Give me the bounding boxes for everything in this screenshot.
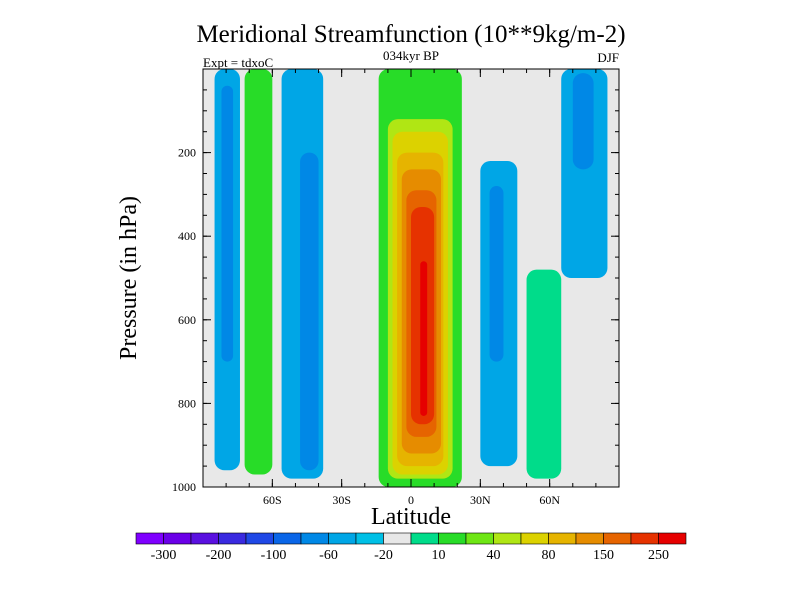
colorbar-bin (575, 532, 604, 545)
colorbar-label: 40 (487, 548, 501, 563)
y-tick-label: 1000 (172, 480, 196, 494)
colorbar-bin (603, 532, 632, 545)
chart-subtitle-center: 034kyr BP (383, 48, 439, 63)
colorbar-bin (135, 532, 164, 545)
colorbar-bin (273, 532, 302, 545)
colorbar-bin (658, 532, 687, 545)
colorbar-bin (355, 532, 384, 545)
y-tick-label: 600 (178, 313, 196, 327)
colorbar-bin (383, 532, 412, 545)
x-tick-label: 30N (470, 493, 491, 507)
contour-fills (214, 69, 608, 487)
x-tick-label: 60N (539, 493, 560, 507)
colorbar-bin (465, 532, 494, 545)
contour-band-1-core (221, 85, 234, 362)
contour-band-2 (244, 69, 273, 475)
contour-band-5-core (489, 186, 504, 362)
colorbar-bin (548, 532, 577, 545)
y-axis-label: Pressure (in hPa) (116, 196, 142, 360)
colorbar-bin (630, 532, 659, 545)
x-axis-label: Latitude (371, 504, 451, 530)
chart-title: Meridional Streamfunction (10**9kg/m-2) (196, 21, 625, 48)
contour-band-3-core (300, 152, 319, 471)
colorbar-label: 250 (648, 548, 669, 563)
chart-subtitle-right: DJF (597, 50, 619, 65)
colorbar-bin (438, 532, 467, 545)
colorbar-label: -200 (206, 548, 232, 563)
chart-subtitle-left: Expt = tdxoC (203, 55, 273, 70)
y-tick-label: 200 (178, 146, 196, 160)
y-tick-label: 800 (178, 396, 196, 410)
colorbar: -300 -200 -100 -60 -20 10 40 80 150 250 (135, 532, 687, 563)
y-tick-label: 400 (178, 229, 196, 243)
colorbar-label: 80 (542, 548, 556, 563)
colorbar-label: 150 (593, 548, 614, 563)
colorbar-bin (520, 532, 549, 545)
colorbar-bin (328, 532, 357, 545)
colorbar-bin (300, 532, 329, 545)
colorbar-label: -20 (374, 548, 393, 563)
colorbar-bin (163, 532, 192, 545)
colorbar-bin (493, 532, 522, 545)
plot-area: 60S 30S 0 30N 60N 200 400 600 800 1000 (172, 68, 620, 507)
contour-band-7-core (572, 73, 594, 170)
contour-band-6 (526, 269, 562, 479)
colorbar-label: -60 (319, 548, 338, 563)
colorbar-label: 10 (432, 548, 446, 563)
x-tick-label: 0 (408, 493, 414, 507)
colorbar-bin (218, 532, 247, 545)
axis-ticks: 60S 30S 0 30N 60N 200 400 600 800 1000 (172, 69, 620, 507)
contour-band-4-l7 (420, 261, 428, 416)
colorbar-bin (245, 532, 274, 545)
colorbar-label: -100 (261, 548, 287, 563)
x-tick-label: 60S (263, 493, 282, 507)
colorbar-bin (410, 532, 439, 545)
colorbar-bin (190, 532, 219, 545)
x-tick-label: 30S (332, 493, 351, 507)
colorbar-label: -300 (151, 548, 177, 563)
